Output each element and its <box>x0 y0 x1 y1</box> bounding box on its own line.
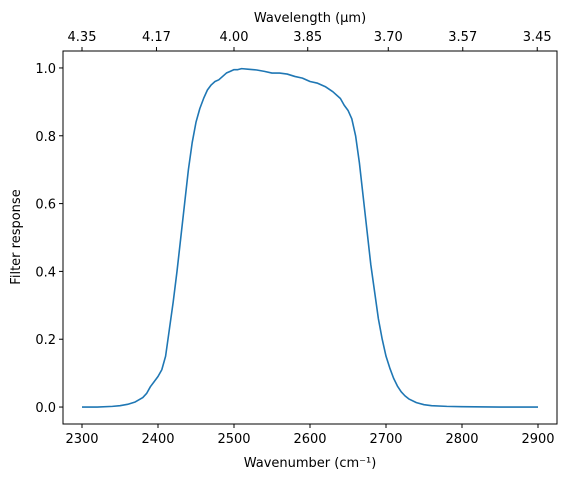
y-tick-label: 0.6 <box>35 198 56 213</box>
y-axis-label: Filter response <box>9 189 24 284</box>
top-axis-ticks: 4.35 4.17 4.00 3.85 3.70 3.57 3.45 <box>68 30 552 51</box>
x-tick-label: 2700 <box>369 432 402 447</box>
y-tick-label: 1.0 <box>35 62 56 77</box>
top-tick-label: 4.35 <box>68 30 97 45</box>
x-axis-label: Wavenumber (cm⁻¹) <box>244 456 377 471</box>
filter-response-line <box>82 67 538 408</box>
top-tick-label: 4.17 <box>142 30 171 45</box>
x-tick-label: 2300 <box>65 432 98 447</box>
y-tick-label: 0.8 <box>35 130 56 145</box>
top-tick-label: 3.45 <box>523 30 552 45</box>
y-tick-label: 0.4 <box>35 265 56 280</box>
left-axis-ticks: 0.0 0.2 0.4 0.6 0.8 1.0 <box>35 62 63 416</box>
x-tick-label: 2400 <box>141 432 174 447</box>
plot-area <box>62 50 558 425</box>
y-tick-label: 0.2 <box>35 333 56 348</box>
x-tick-label: 2500 <box>217 432 250 447</box>
x-tick-label: 2600 <box>293 432 326 447</box>
bottom-axis-ticks: 2300 2400 2500 2600 2700 2800 2900 <box>65 424 555 447</box>
top-tick-label: 3.57 <box>448 30 477 45</box>
top-tick-label: 3.70 <box>374 30 403 45</box>
top-tick-label: 3.85 <box>293 30 322 45</box>
x-tick-label: 2800 <box>445 432 478 447</box>
y-tick-label: 0.0 <box>35 401 56 416</box>
x-tick-label: 2900 <box>521 432 554 447</box>
top-axis-label: Wavelength (μm) <box>254 11 366 26</box>
top-tick-label: 4.00 <box>220 30 249 45</box>
